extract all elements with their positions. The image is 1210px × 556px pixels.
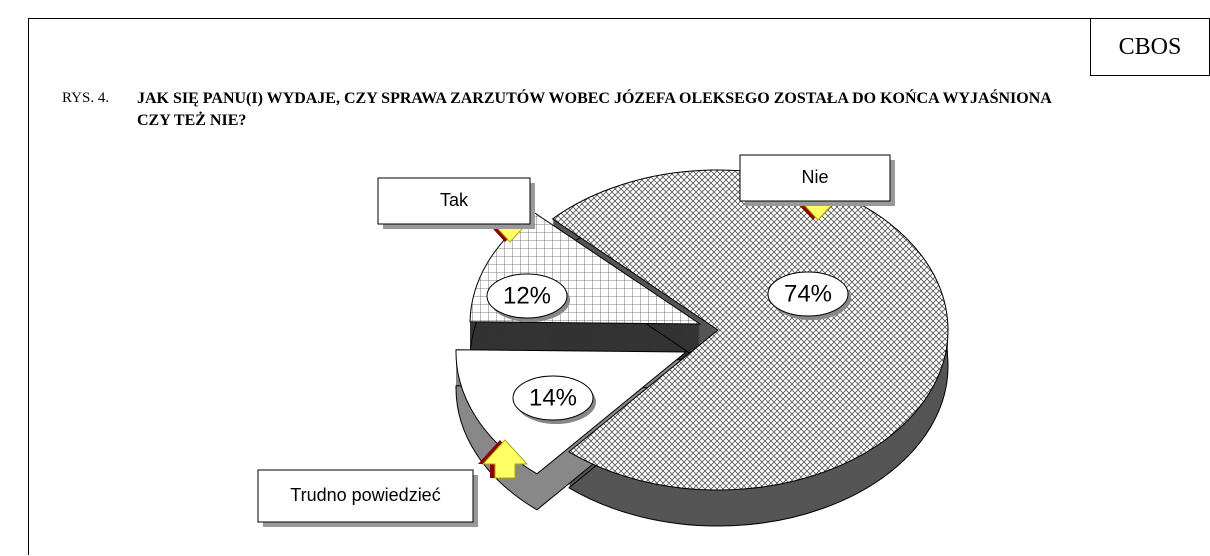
category-label: Tak: [440, 190, 469, 210]
label-bubble: [486, 273, 568, 319]
chart-title: JAK SIĘ PANU(I) WYDAJE, CZY SPRAWA ZARZU…: [137, 90, 1051, 129]
callout-arrow: [481, 439, 529, 479]
slice: [551, 169, 949, 491]
label-bubble: [767, 271, 849, 317]
callout-box: [739, 154, 891, 202]
label-bubble: [512, 375, 594, 421]
value-label: 12%: [503, 282, 551, 309]
callout-box: [257, 469, 474, 523]
category-label: Trudno powiedzieć: [290, 485, 440, 505]
value-label: 14%: [529, 384, 577, 411]
frame: [28, 18, 1208, 555]
figure-number: RYS. 4.: [62, 90, 110, 106]
category-label: Nie: [801, 167, 828, 187]
slice-side: [455, 385, 688, 511]
callout-box: [377, 177, 531, 225]
value-label: 74%: [784, 280, 832, 307]
